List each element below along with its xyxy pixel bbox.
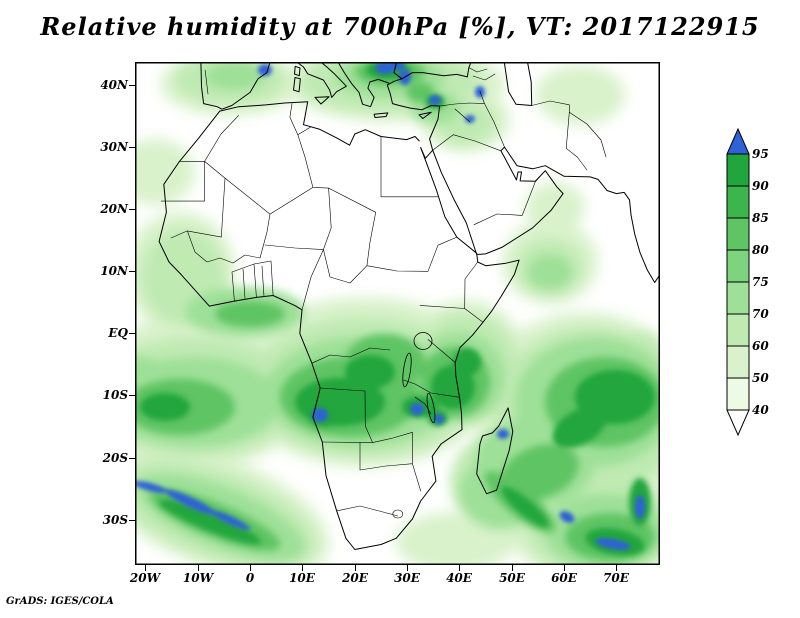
coastline-bulgaria: [393, 62, 403, 80]
plot-title: Relative humidity at 700hPa [%], VT: 201…: [40, 12, 760, 41]
country-borders: [160, 67, 607, 519]
lake-victoria: [413, 332, 433, 350]
lat-tick: [129, 209, 135, 210]
colorbar-label: 70: [752, 307, 769, 321]
colorbar: [726, 127, 750, 438]
colorbar-band: [726, 185, 750, 219]
lat-tick-label: 20N: [100, 202, 128, 216]
border-lesotho: [392, 509, 404, 519]
colorbar-label: 85: [752, 211, 769, 225]
colorbar-band: [726, 249, 750, 283]
coastline-italy: [296, 62, 347, 98]
coastline-greece-balkans: [337, 62, 390, 108]
coastline-africa-atlantic-indian: [158, 110, 520, 550]
coastline-iberia: [200, 62, 271, 110]
lat-tick-label: 10S: [102, 388, 128, 402]
lon-tick: [250, 565, 251, 571]
lat-tick: [129, 458, 135, 459]
map-canvas: [135, 62, 660, 565]
lat-tick-label: 20S: [102, 451, 128, 465]
coastline-turkey-blacksea: [386, 62, 472, 111]
lon-tick: [512, 565, 513, 571]
lon-tick: [198, 565, 199, 571]
colorbar-band: [726, 281, 750, 315]
coastline-madagascar: [476, 407, 514, 495]
coastline-north-africa: [219, 101, 420, 146]
colorbar-label: 60: [752, 339, 769, 353]
lat-tick: [129, 395, 135, 396]
lon-tick-label: 30E: [394, 571, 420, 585]
lon-tick-label: 10W: [182, 571, 214, 585]
lat-tick-label: EQ: [108, 326, 128, 340]
colorbar-label: 40: [752, 403, 769, 417]
lon-tick-label: 40E: [446, 571, 472, 585]
lon-tick: [564, 565, 565, 571]
credit-text: GrADS: IGES/COLA: [6, 596, 114, 607]
coastline-crete: [373, 112, 389, 118]
lon-tick-label: 60E: [551, 571, 577, 585]
colorbar-band: [726, 345, 750, 379]
coastline-sicily: [314, 96, 330, 105]
coastline-caspian: [503, 62, 533, 106]
colorbar-band: [726, 153, 750, 187]
lat-tick: [129, 333, 135, 334]
colorbar-label: 75: [752, 275, 769, 289]
lon-tick-label: 10E: [289, 571, 315, 585]
lon-tick-label: 0: [245, 571, 255, 585]
coastline-sardinia: [293, 77, 301, 93]
lon-tick-label: 70E: [603, 571, 629, 585]
colorbar-bottom-triangle: [726, 409, 750, 437]
colorbar-band: [726, 217, 750, 251]
colorbar-band: [726, 377, 750, 411]
coastline-sinai-levant: [420, 105, 441, 159]
lat-tick-label: 10N: [100, 264, 128, 278]
colorbar-band: [726, 313, 750, 347]
colorbar-label: 50: [752, 371, 769, 385]
lake-tanganyika: [402, 352, 412, 388]
lon-tick-label: 50E: [499, 571, 525, 585]
map-frame: [135, 62, 660, 565]
lat-tick-label: 30S: [102, 513, 128, 527]
coastlines: [158, 62, 660, 550]
map-area: [135, 62, 660, 565]
lon-tick-label: 20E: [342, 571, 368, 585]
lat-tick: [129, 85, 135, 86]
coastline-arabia-gulf-india: [432, 146, 660, 283]
lat-tick: [129, 271, 135, 272]
colorbar-label: 95: [752, 147, 769, 161]
lon-tick: [407, 565, 408, 571]
lat-tick: [129, 147, 135, 148]
coastline-corsica: [294, 65, 301, 77]
colorbar-label: 90: [752, 179, 769, 193]
colorbar-top-triangle: [726, 127, 750, 155]
coastline-cyprus: [418, 111, 432, 119]
lat-tick-label: 40N: [100, 78, 128, 92]
colorbar-label: 80: [752, 243, 769, 257]
rh-shading-95-blue: [135, 62, 645, 550]
lon-tick: [355, 565, 356, 571]
lat-tick-label: 30N: [100, 140, 128, 154]
lon-tick: [302, 565, 303, 571]
lon-tick: [145, 565, 146, 571]
lon-tick: [616, 565, 617, 571]
lat-tick: [129, 520, 135, 521]
lon-tick: [459, 565, 460, 571]
lon-tick-label: 20W: [129, 571, 161, 585]
